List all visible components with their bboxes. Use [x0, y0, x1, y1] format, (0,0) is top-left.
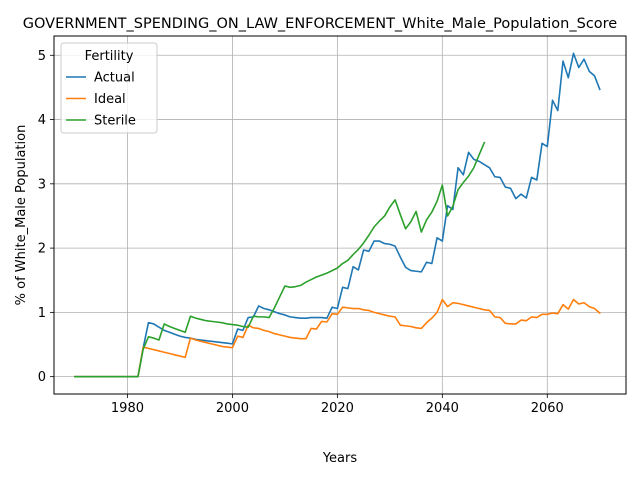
- series-line-ideal: [74, 298, 601, 378]
- legend-box: [60, 42, 158, 134]
- legend-label-actual: Actual: [94, 71, 135, 86]
- legend-label-sterile: Sterile: [94, 114, 136, 129]
- y-tick-label: 0: [38, 370, 46, 385]
- y-axis-ticks: 0 1 2 3 4 5: [38, 49, 54, 385]
- x-axis-ticks: 1980 2000 2020 2040 2060: [111, 394, 564, 416]
- y-tick-label: 1: [38, 306, 46, 321]
- y-tick-label: 3: [38, 177, 46, 192]
- x-tick-label: 2060: [531, 401, 564, 416]
- y-tick-label: 4: [38, 113, 46, 128]
- x-tick-label: 2040: [426, 401, 459, 416]
- x-tick-label: 2020: [321, 401, 354, 416]
- y-tick-label: 5: [38, 49, 46, 64]
- grid: [54, 36, 626, 394]
- legend-title: Fertility: [85, 49, 134, 64]
- legend: Fertility Actual Ideal Sterile: [60, 42, 158, 134]
- x-tick-label: 2000: [216, 401, 249, 416]
- x-tick-label: 1980: [111, 401, 144, 416]
- y-tick-label: 2: [38, 242, 46, 257]
- plot-area-frame: [53, 35, 627, 395]
- legend-label-ideal: Ideal: [94, 92, 126, 107]
- series-lines: [74, 52, 601, 378]
- series-line-sterile: [74, 141, 486, 378]
- y-axis-label: % of White_Male Population: [14, 125, 29, 306]
- chart-title: GOVERNMENT_SPENDING_ON_LAW_ENFORCEMENT_W…: [23, 16, 618, 32]
- x-axis-label: Years: [322, 451, 358, 466]
